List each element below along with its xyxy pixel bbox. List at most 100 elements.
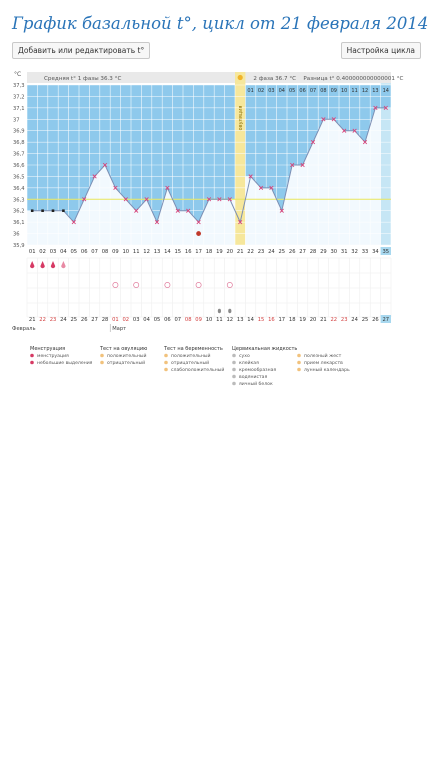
- legend-group-title: Менструация: [30, 346, 65, 352]
- cycle-day-label: 01: [29, 249, 36, 255]
- temperature-point: [113, 185, 118, 190]
- cycle-day-label: 17: [195, 249, 202, 255]
- cycle-settings-button[interactable]: Настройка цикла: [340, 42, 421, 59]
- date-label: 05: [154, 317, 161, 323]
- date-label: 04: [143, 317, 150, 323]
- moon-icon: [196, 231, 202, 236]
- page-title: График базальной t°, цикл от 21 февраля …: [12, 14, 429, 33]
- cycle-day-label: 18: [206, 249, 213, 255]
- phase2-day-label: 11: [351, 88, 357, 94]
- date-label: 20: [310, 317, 317, 323]
- y-tick-label: 37,2: [13, 94, 25, 100]
- temperature-point: [71, 220, 76, 225]
- date-label: 12: [226, 317, 233, 323]
- y-tick-label: 37,1: [13, 106, 25, 112]
- heart-icon: [133, 282, 140, 288]
- phase2-day-label: 14: [383, 88, 389, 94]
- date-label: 27: [91, 317, 98, 323]
- date-label: 13: [237, 317, 244, 323]
- y-tick-label: 36,7: [13, 152, 25, 158]
- drop-icon: [61, 261, 66, 269]
- cycle-day-label: 20: [226, 249, 233, 255]
- sun-icon: [237, 74, 243, 81]
- temperature-point: [154, 220, 160, 225]
- add-edit-temperature-button[interactable]: Добавить или редактировать t°: [12, 42, 151, 59]
- date-label: 10: [206, 317, 213, 323]
- y-tick-label: 36,2: [13, 209, 25, 215]
- legend-item-label: клейкая: [239, 359, 259, 366]
- circle-positive-icon: [164, 353, 168, 358]
- date-label: 17: [278, 317, 285, 323]
- cycle-day-label: 04: [60, 249, 67, 255]
- phase2-day-label: 12: [362, 88, 368, 94]
- cycle-day-label: 22: [247, 249, 254, 255]
- temperature-point: [227, 197, 232, 202]
- eggwhite-icon: [228, 308, 232, 314]
- temperature-point: [269, 185, 274, 190]
- legend-group-title: Тест на овуляцию: [99, 346, 147, 352]
- temperature-point: [342, 128, 347, 133]
- cycle-day-label: 26: [289, 249, 296, 255]
- drop-icon: [40, 261, 45, 269]
- moon-icon: [297, 367, 301, 372]
- date-label: 09: [195, 317, 202, 323]
- cycle-day-label: 34: [372, 249, 379, 255]
- date-label: 06: [164, 317, 171, 323]
- temperature-point: [331, 117, 336, 122]
- cycle-day-label: 31: [341, 249, 348, 255]
- legend-group-title: Тест на беременность: [163, 346, 223, 352]
- circle-negative-icon: [100, 360, 104, 365]
- phase2-day-label: 06: [299, 88, 305, 94]
- watery-icon: [232, 374, 236, 379]
- y-axis-unit: °C: [14, 71, 21, 78]
- date-label: 25: [70, 317, 77, 323]
- temperature-point: [51, 209, 55, 213]
- legend-item-label: лунный календарь: [304, 366, 350, 373]
- temperature-point: [310, 140, 316, 145]
- circle-weak-icon: [164, 367, 168, 372]
- date-label: 22: [39, 317, 46, 323]
- cycle-day-label: 09: [112, 249, 119, 255]
- temperature-point: [196, 220, 201, 225]
- heart-icon: [195, 282, 202, 288]
- temperature-point: [186, 208, 191, 213]
- phase2-day-label: 02: [258, 88, 264, 94]
- ovulation-label: овуляция: [238, 106, 244, 131]
- phase2-day-label: 04: [279, 88, 285, 94]
- cycle-day-label: 03: [50, 249, 57, 255]
- eggwhite-icon: [217, 308, 221, 314]
- date-label: 11: [216, 317, 223, 323]
- y-tick-label: 36,1: [13, 220, 25, 226]
- cycle-day-label: 23: [258, 249, 265, 255]
- phase2-day-label: 13: [372, 88, 378, 94]
- month-label-february: Февраль: [12, 326, 36, 332]
- bbt-chart: °C 35,9 36 36,1 36,2 36,3 36,4 36,5 36,6 36,7 36,8…: [12, 71, 404, 387]
- phase2-shading: [245, 85, 391, 211]
- difference-label: Разница t° 0.400000000000001 °C: [303, 76, 403, 82]
- temperature-point: [300, 162, 305, 168]
- date-label: 03: [133, 317, 140, 323]
- date-label: 21: [320, 317, 327, 323]
- cycle-day-label: 06: [81, 249, 88, 255]
- month-label-march: Март: [112, 326, 126, 332]
- legend-item-label: менструация: [37, 354, 69, 359]
- phase2-average-label: 2 фаза 36.7 °C: [253, 76, 296, 82]
- cycle-day-label: 08: [102, 249, 109, 255]
- yellow-body-icon: [297, 353, 301, 358]
- temperature-point: [206, 197, 212, 202]
- cycle-day-label: 05: [70, 249, 77, 255]
- cycle-day-label: 02: [39, 249, 46, 255]
- phase1-average-label: Средняя t° 1 фазы 36.3 °C: [44, 76, 121, 82]
- temperature-point: [238, 220, 243, 225]
- cycle-day-label: 12: [143, 249, 150, 255]
- cycle-day-label: 14: [164, 249, 171, 255]
- temperature-point: [134, 208, 139, 213]
- creamy-icon: [232, 367, 236, 372]
- cycle-day-label: 15: [174, 249, 181, 255]
- date-label: 15: [258, 317, 265, 323]
- legend-item-label: прием лекарств: [304, 361, 343, 366]
- phase2-day-label: 03: [268, 88, 274, 94]
- temperature-point: [62, 209, 65, 213]
- date-label: 21: [29, 317, 36, 323]
- today-day-highlight: [380, 247, 391, 255]
